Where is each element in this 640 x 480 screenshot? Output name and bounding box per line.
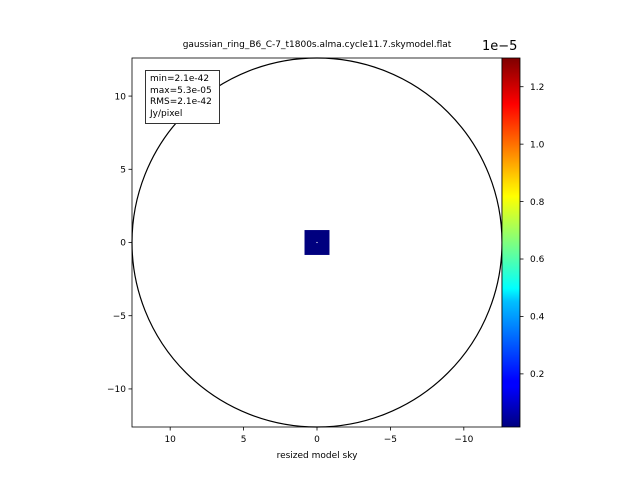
y-tick-label: −10 bbox=[107, 385, 126, 395]
stats-rms: RMS=2.1e-42 bbox=[150, 97, 212, 107]
y-tick-label: 10 bbox=[115, 92, 127, 102]
colorbar-tick-label: 1.2 bbox=[530, 83, 544, 93]
colorbar: 0.2 0.4 0.6 0.8 1.0 1.2 bbox=[501, 57, 545, 428]
x-tick-label: 10 bbox=[164, 435, 176, 445]
stats-min: min=2.1e-42 bbox=[150, 74, 210, 84]
stats-max: max=5.3e-05 bbox=[150, 85, 212, 96]
colorbar-frame bbox=[501, 57, 521, 428]
y-tick-label: 5 bbox=[120, 165, 126, 175]
x-tick-label: −10 bbox=[454, 435, 473, 445]
x-tick-label: 0 bbox=[314, 435, 320, 445]
x-tick-label: −5 bbox=[384, 435, 397, 445]
stats-unit: Jy/pixel bbox=[150, 108, 183, 119]
y-tick-label: 0 bbox=[120, 239, 126, 249]
chart-title: gaussian_ring_B6_C-7_t1800s.alma.cycle11… bbox=[182, 40, 452, 50]
colorbar-exponent-label: 1e−5 bbox=[482, 39, 518, 54]
colorbar-gradient bbox=[502, 58, 520, 427]
colorbar-tick-label: 0.8 bbox=[530, 198, 545, 208]
colorbar-tick-label: 0.2 bbox=[530, 370, 544, 380]
colorbar-tick-label: 0.4 bbox=[530, 313, 545, 323]
colorbar-tick-label: 0.6 bbox=[530, 255, 545, 265]
image-center-dot bbox=[316, 241, 318, 244]
x-tick-label: 5 bbox=[241, 435, 247, 445]
colorbar-tick-label: 1.0 bbox=[530, 140, 545, 150]
y-tick-label: −5 bbox=[113, 312, 126, 322]
x-axis-label: resized model sky bbox=[276, 451, 358, 461]
stats-box: min=2.1e-42 max=5.3e-05 RMS=2.1e-42 Jy/p… bbox=[145, 70, 220, 124]
